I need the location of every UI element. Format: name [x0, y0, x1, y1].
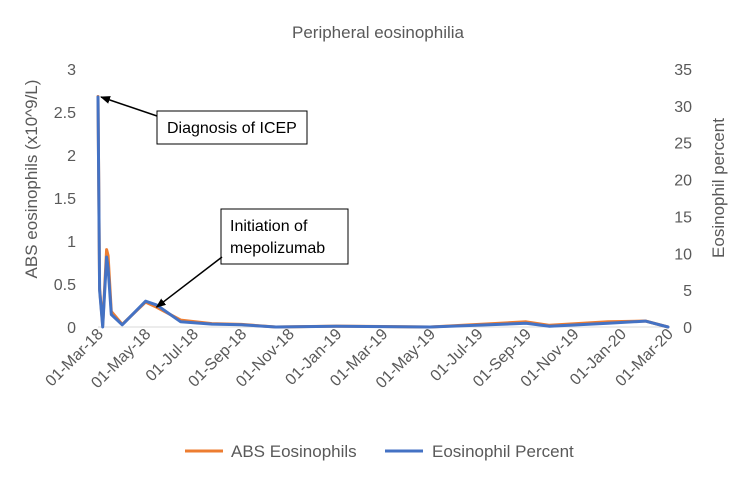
y-left-tick-label: 1.5: [54, 191, 76, 208]
series-lines: [96, 95, 670, 329]
legend-label-abs-eosinophils: ABS Eosinophils: [231, 442, 357, 461]
y-left-tick-label: 2.5: [54, 105, 76, 122]
annotation-diagnosis: Diagnosis of ICEP: [100, 96, 308, 145]
y-right-tick-label: 15: [674, 209, 692, 226]
y-right-tick-label: 20: [674, 173, 692, 190]
chart-title: Peripheral eosinophilia: [292, 23, 465, 42]
y-left-tick-label: 3: [67, 62, 76, 79]
legend-label-eosinophil-percent: Eosinophil Percent: [432, 442, 574, 461]
annotation-diagnosis-box: [156, 110, 308, 145]
annotation-mepolizumab: Initiation of mepolizumab: [155, 208, 349, 308]
x-axis-ticks: 01-Mar-1801-May-1801-Jul-1801-Sep-1801-N…: [43, 326, 677, 392]
y-left-tick-label: 2: [67, 148, 76, 165]
y-right-tick-label: 0: [683, 320, 692, 337]
annotation-mepolizumab-text: Initiation of mepolizumab: [230, 218, 325, 257]
y-right-tick-label: 10: [674, 246, 692, 263]
y-left-tick-label: 0: [67, 320, 76, 337]
y-axis-left-title: ABS eosinophils (x10^9/L): [22, 80, 41, 279]
y-axis-right-ticks: 0 5 10 15 20 25 30 35: [674, 62, 692, 337]
y-right-tick-label: 25: [674, 136, 692, 153]
y-left-tick-label: 1: [67, 234, 76, 251]
annotation-diagnosis-text: Diagnosis of ICEP: [167, 120, 297, 137]
y-right-tick-label: 30: [674, 99, 692, 116]
legend: ABS Eosinophils Eosinophil Percent: [185, 442, 574, 461]
annotation-mepolizumab-line1: Initiation of: [230, 218, 308, 235]
y-right-tick-label: 35: [674, 62, 692, 79]
series-line-eosinophil-percent: [96, 95, 670, 329]
y-right-tick-label: 5: [683, 283, 692, 300]
annotation-mepolizumab-box: [220, 208, 349, 265]
y-axis-right-title: Eosinophil percent: [709, 118, 728, 258]
annotation-mepolizumab-line2: mepolizumab: [230, 240, 325, 257]
annotation-diagnosis-arrow: [100, 96, 158, 117]
annotation-mepolizumab-arrow: [155, 256, 223, 308]
y-left-tick-label: 0.5: [54, 277, 76, 294]
y-axis-left-ticks: 0 0.5 1 1.5 2 2.5 3: [54, 62, 76, 337]
